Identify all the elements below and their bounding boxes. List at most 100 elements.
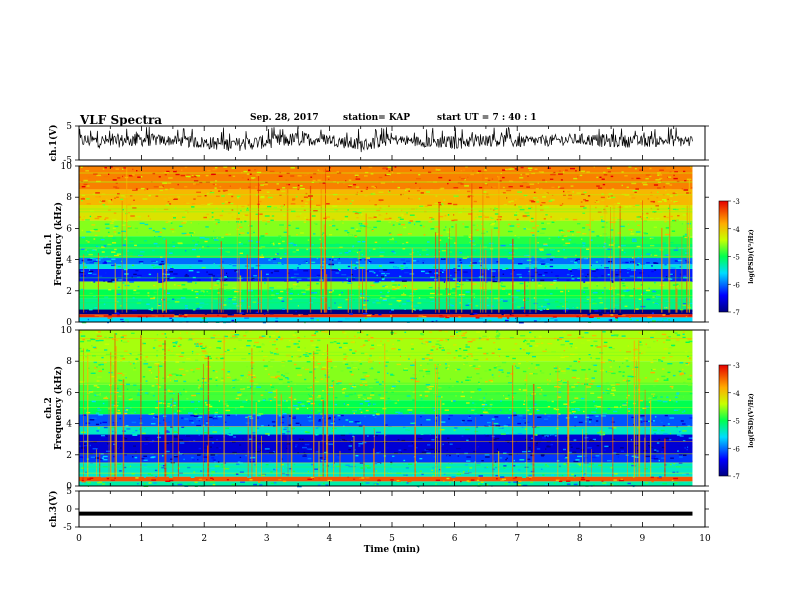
psd-speckle [147, 473, 151, 475]
psd-speckle [226, 375, 229, 377]
psd-speckle [475, 426, 478, 428]
psd-speckle [573, 412, 575, 415]
psd-speckle [208, 378, 213, 380]
psd-speckle [533, 201, 537, 204]
psd-speckle [451, 292, 457, 294]
psd-speckle [85, 471, 88, 474]
psd-speckle [652, 368, 656, 371]
psd-speckle [107, 246, 111, 248]
psd-speckle [467, 420, 472, 422]
psd-speckle [606, 392, 610, 395]
psd-speckle [489, 403, 493, 406]
psd-speckle [478, 210, 484, 212]
psd-speckle [633, 320, 637, 322]
psd-speckle [197, 416, 203, 418]
psd-speckle [293, 404, 298, 407]
psd-speckle [325, 331, 329, 333]
psd-speckle [572, 218, 578, 221]
psd-speckle [367, 404, 370, 406]
psd-speckle [200, 312, 203, 314]
psd-speckle [496, 478, 498, 480]
psd-speckle [281, 374, 284, 376]
psd-speckle [279, 257, 282, 259]
psd-speckle [455, 395, 457, 397]
psd-speckle [631, 269, 636, 271]
psd-speckle [450, 207, 454, 210]
psd-speckle [539, 249, 544, 251]
start-time-label: start UT = 7 : 40 : 1 [437, 113, 537, 123]
psd-speckle [94, 234, 98, 237]
psd-speckle [348, 184, 353, 187]
psd-speckle [440, 396, 443, 398]
psd-speckle [416, 318, 419, 320]
psd-speckle [297, 175, 302, 177]
psd-speckle [382, 207, 386, 210]
psd-speckle [608, 361, 612, 363]
psd-speckle [617, 202, 621, 205]
psd-speckle [422, 341, 424, 343]
psd-speckle [151, 315, 156, 317]
psd-speckle [80, 166, 83, 168]
psd-speckle [316, 204, 321, 206]
psd-speckle [200, 290, 205, 292]
psd-speckle [241, 177, 244, 179]
psd-speckle [497, 331, 500, 334]
psd-speckle [366, 257, 370, 259]
psd-speckle [304, 443, 310, 446]
psd-speckle [307, 457, 312, 460]
psd-speckle [681, 223, 683, 225]
psd-speckle [598, 311, 601, 314]
psd-speckle [494, 416, 499, 418]
psd-speckle [616, 383, 619, 385]
psd-speckle [278, 175, 283, 177]
psd-speckle [444, 409, 449, 411]
psd-speckle [389, 190, 391, 192]
psd-speckle [276, 371, 280, 373]
psd-speckle [226, 272, 228, 274]
psd-speckle [556, 287, 558, 289]
psd-speckle [446, 368, 449, 370]
psd-speckle [648, 445, 651, 447]
psd-speckle [680, 274, 683, 276]
psd-speckle [368, 297, 371, 299]
psd-speckle [397, 233, 403, 236]
psd-speckle [551, 435, 555, 437]
psd-speckle [301, 405, 306, 407]
psd-speckle [400, 269, 403, 271]
psd-speckle [630, 376, 636, 378]
psd-speckle [347, 276, 352, 278]
psd-speckle [158, 304, 161, 307]
psd-speckle [236, 330, 241, 332]
psd-speckle [621, 212, 624, 214]
psd-speckle [206, 442, 209, 444]
psd-speckle [313, 172, 317, 175]
psd-speckle [503, 395, 504, 397]
psd-speckle [152, 172, 156, 175]
psd-speckle [562, 203, 564, 205]
psd-speckle [352, 250, 358, 252]
psd-speckle [645, 174, 651, 176]
psd-speckle [274, 270, 280, 272]
psd-speckle [452, 278, 457, 280]
psd-speckle [350, 273, 353, 276]
psd-speckle [87, 254, 90, 256]
psd-speckle [674, 260, 679, 262]
psd-speckle [436, 395, 441, 398]
psd-speckle [387, 291, 389, 294]
psd-speckle [558, 413, 561, 415]
psd-speckle [657, 174, 663, 176]
y-tick-label: 8 [66, 193, 72, 203]
psd-speckle [522, 173, 526, 175]
psd-speckle [680, 420, 682, 422]
psd-speckle [170, 228, 175, 231]
psd-speckle [185, 250, 187, 252]
psd-speckle [519, 185, 524, 187]
psd-speckle [128, 396, 132, 399]
psd-speckle [172, 214, 177, 216]
psd-speckle [426, 373, 431, 375]
psd-speckle [531, 256, 534, 258]
psd-speckle [365, 482, 370, 484]
psd-speckle [201, 336, 203, 339]
psd-speckle [500, 433, 506, 435]
psd-speckle [148, 194, 151, 197]
